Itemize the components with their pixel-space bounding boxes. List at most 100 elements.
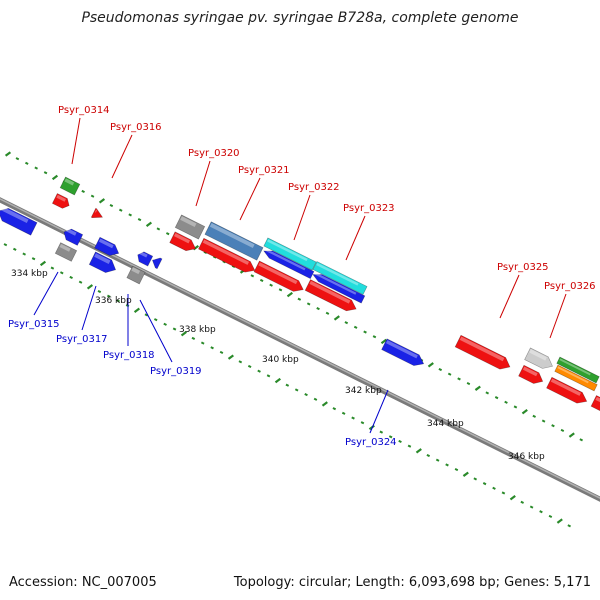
gene-box-cyan-0323 xyxy=(312,261,368,295)
tick-dot-lower xyxy=(69,275,73,280)
tick-dot-upper xyxy=(156,227,161,231)
features xyxy=(0,176,600,411)
gene-arrow-0314 xyxy=(51,193,70,209)
tick-dot-lower xyxy=(200,341,205,345)
tick-dot-lower xyxy=(313,397,318,401)
gene-arrow-0325 xyxy=(454,334,511,370)
tick-dot-lower xyxy=(426,453,431,458)
tick-dot-upper xyxy=(81,189,85,194)
topology-text: Topology: circular; Length: 6,093,698 bp… xyxy=(233,575,591,590)
gene-arrow-0318b xyxy=(152,256,163,270)
tick-dot-upper xyxy=(306,302,311,306)
tick-dot-upper xyxy=(165,232,170,236)
tick-dot-upper xyxy=(333,315,340,321)
leader-line-top xyxy=(195,160,211,207)
tick-dot-lower xyxy=(97,289,102,294)
gene-arrow-0323 xyxy=(304,279,357,312)
tick-dot-lower xyxy=(379,430,384,434)
tick-dot-lower xyxy=(50,266,55,270)
tick-dot-upper xyxy=(128,213,132,217)
gene-label-top: Psyr_0321 xyxy=(238,165,290,176)
gene-label-bottom: Psyr_0317 xyxy=(56,334,108,345)
backbone-line xyxy=(0,197,600,502)
tick-dot-upper xyxy=(250,274,255,278)
labels: 334 kbp 336 kbp 338 kbp 340 kbp 342 kbp 344 k… xyxy=(8,105,596,462)
tick-dot-lower xyxy=(435,458,440,462)
gene-box-gray-0315 xyxy=(54,242,78,262)
tick-dot-lower xyxy=(219,350,224,355)
gene-label-top: Psyr_0316 xyxy=(110,122,162,133)
leader-line-bottom xyxy=(81,285,97,331)
tick-dot-lower xyxy=(539,510,543,514)
leader-line-bottom xyxy=(369,389,389,434)
leader-line-top xyxy=(293,194,311,241)
tick-dot-lower xyxy=(304,393,308,397)
tick-dot-lower xyxy=(462,471,469,477)
leader-line-top xyxy=(111,134,133,179)
gene-arrow-0326 xyxy=(546,376,588,404)
scale-label: 346 kbp xyxy=(508,452,545,462)
tick-dot-lower xyxy=(210,346,214,350)
tick-dot-lower xyxy=(3,243,8,247)
backbone xyxy=(0,197,600,502)
tick-dot-upper xyxy=(513,405,518,409)
gene-box-gray-0320 xyxy=(174,214,206,240)
gene-label-top: Psyr_0325 xyxy=(497,262,549,273)
gene-label-top: Psyr_0314 xyxy=(58,105,110,116)
tick-dot-lower xyxy=(247,364,252,369)
tick-dot-lower xyxy=(13,247,17,251)
gene-arrow-0325b xyxy=(518,364,544,384)
tick-dot-upper xyxy=(278,288,283,292)
scale-label: 340 kbp xyxy=(262,355,299,365)
tick-dot-upper xyxy=(98,198,106,204)
accession-text: Accession: NC_007005 xyxy=(9,575,157,590)
tick-dot-upper xyxy=(4,151,12,157)
leader-line-bottom xyxy=(33,271,59,316)
leader-line-top xyxy=(239,177,261,221)
gene-box-lightgray-0325b xyxy=(524,347,553,369)
tick-dot-lower xyxy=(39,260,47,267)
tick-dot-upper xyxy=(25,161,29,165)
tick-dot-upper xyxy=(316,307,320,311)
gene-label-top: Psyr_0323 xyxy=(343,203,395,214)
tick-dot-upper xyxy=(438,367,443,372)
tick-dot-upper xyxy=(363,330,367,334)
tick-dot-lower xyxy=(144,313,149,317)
gene-arrow-0321 xyxy=(198,237,256,273)
scale-label: 344 kbp xyxy=(427,419,464,429)
tick-dot-upper xyxy=(43,171,48,175)
tick-dot-lower xyxy=(341,411,346,415)
tick-dot-upper xyxy=(325,311,330,315)
backbone-highlight xyxy=(0,198,600,499)
tick-dot-upper xyxy=(259,278,264,283)
tick-dot-lower xyxy=(501,491,506,495)
gene-label-bottom: Psyr_0324 xyxy=(345,437,397,448)
tick-dot-upper xyxy=(380,338,387,345)
leader-line-top xyxy=(499,274,520,319)
tick-dot-lower xyxy=(257,369,261,373)
leader-line-top xyxy=(71,117,81,165)
tick-dot-lower xyxy=(556,518,563,524)
tick-dot-lower xyxy=(285,383,290,387)
gene-box-gray-0319 xyxy=(126,265,146,285)
tick-dot-upper xyxy=(551,424,555,428)
tick-dot-upper xyxy=(494,396,499,400)
scale-label: 338 kbp xyxy=(179,325,216,335)
tick-dot-lower xyxy=(509,494,516,501)
tick-dot-lower xyxy=(473,477,478,481)
tick-dot-upper xyxy=(344,321,349,325)
tick-dot-lower xyxy=(163,322,167,326)
tick-dot-upper xyxy=(560,428,565,432)
tick-dot-lower xyxy=(274,377,281,384)
leader-line-top xyxy=(345,215,366,261)
tick-dot-upper xyxy=(521,408,528,415)
tick-dot-lower xyxy=(415,448,422,454)
gene-box-steelblue-0321 xyxy=(204,221,264,261)
gene-arrow-0320 xyxy=(169,231,197,252)
tick-dot-upper xyxy=(109,203,114,208)
gene-label-bottom: Psyr_0315 xyxy=(8,319,60,330)
leader-line-top xyxy=(549,293,567,339)
tick-dot-upper xyxy=(466,382,471,386)
tick-dot-lower xyxy=(529,505,534,509)
